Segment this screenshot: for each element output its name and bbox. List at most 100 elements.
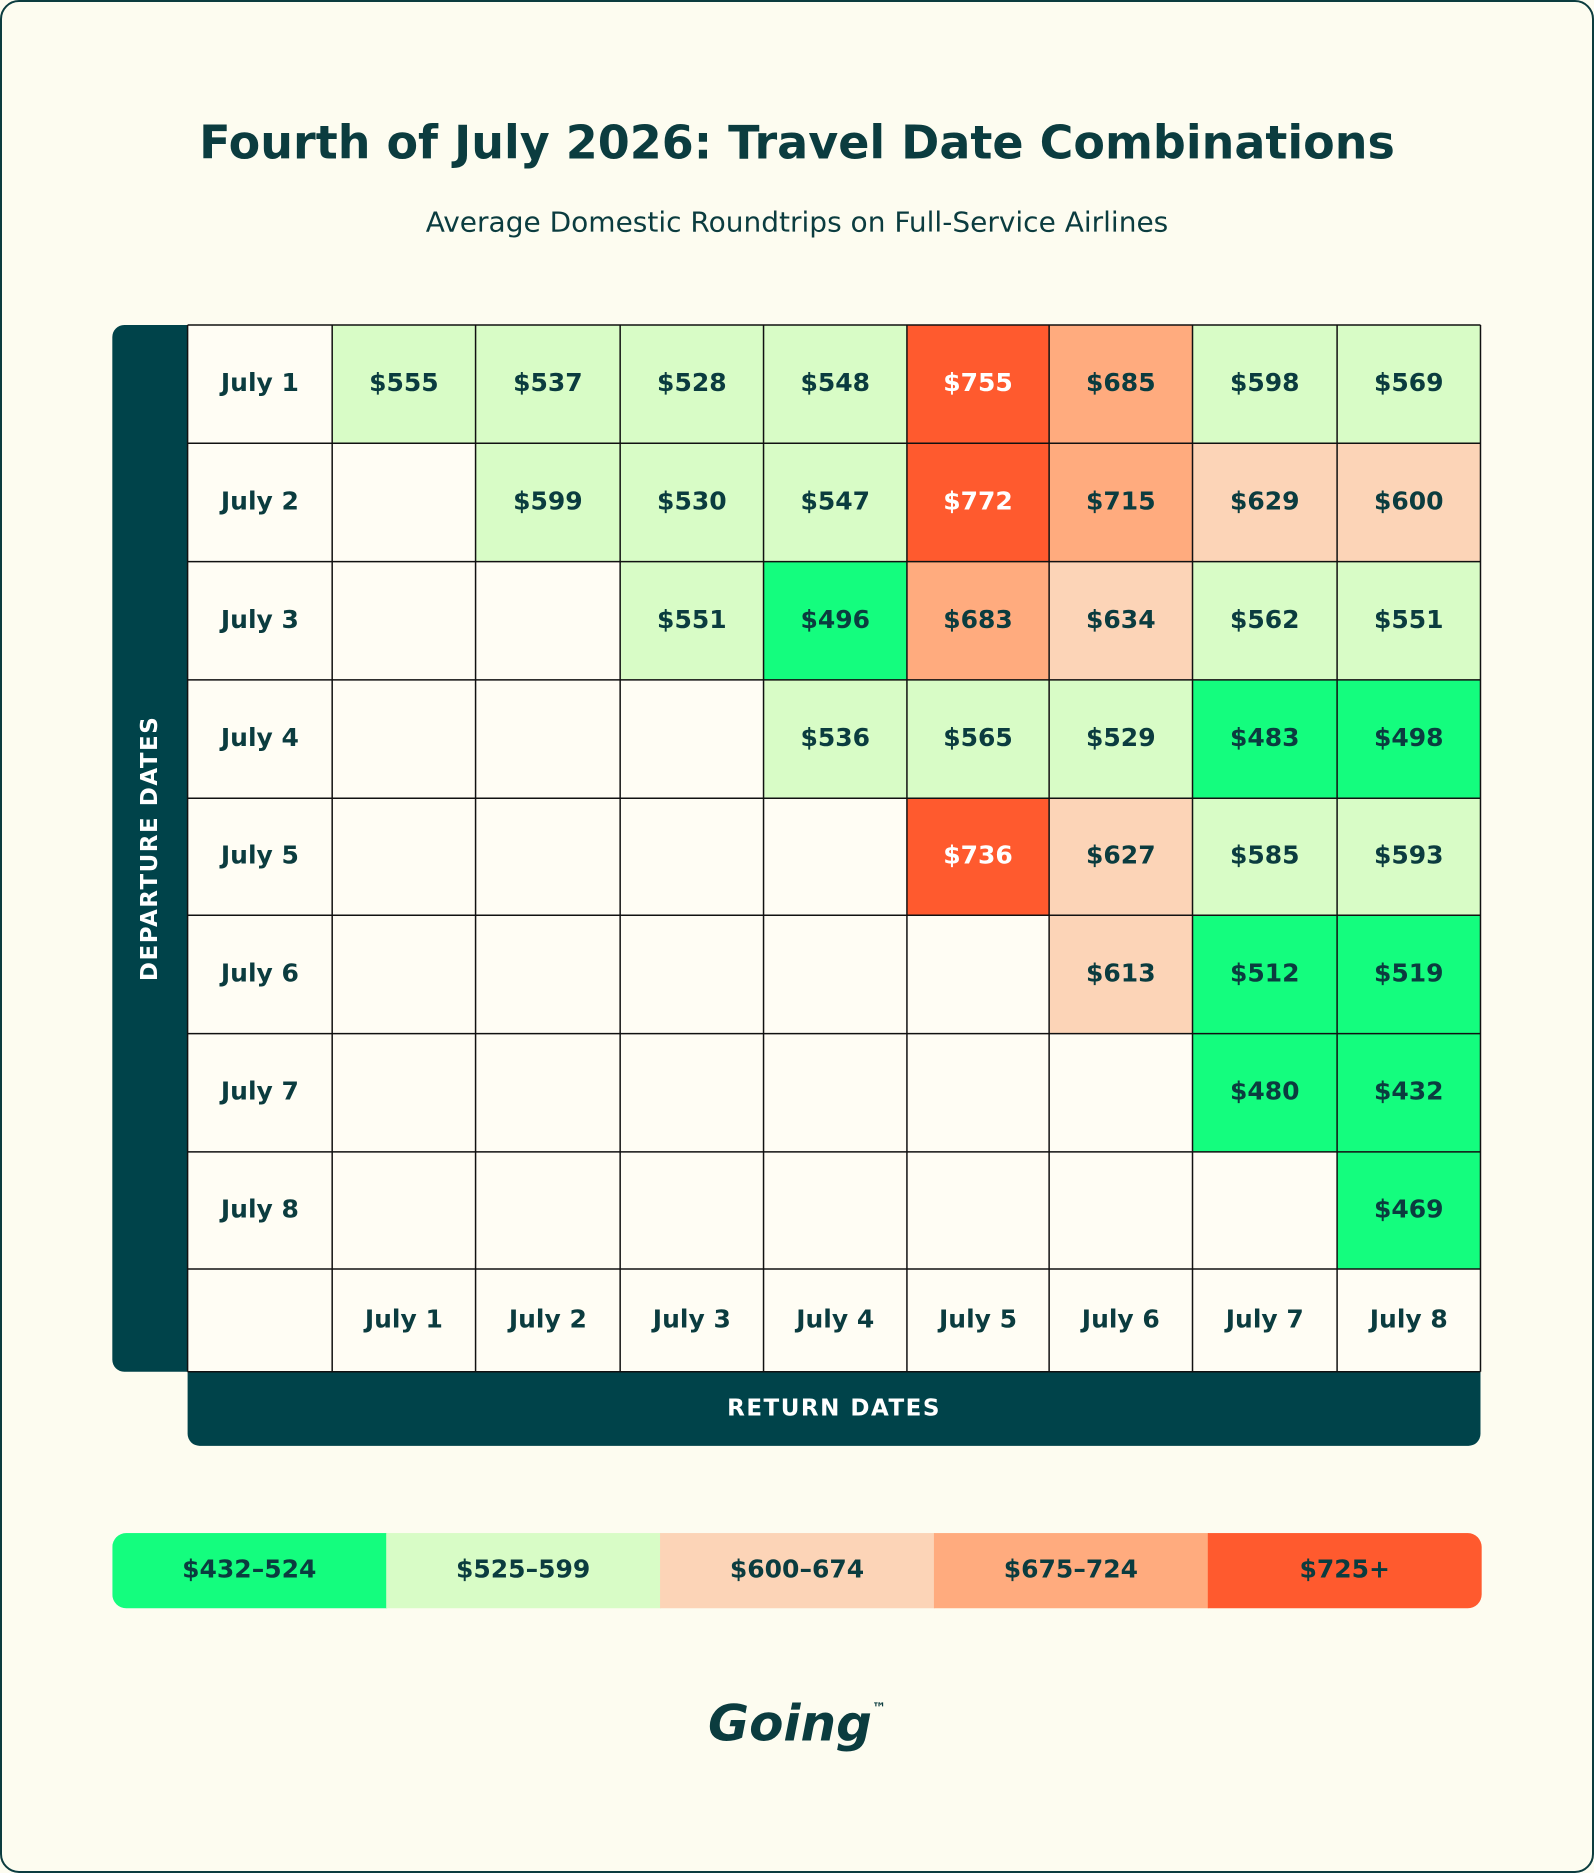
- cell-label: $585: [1230, 841, 1300, 870]
- heat-cell: [1049, 679, 1193, 799]
- heat-cell: [1049, 561, 1193, 680]
- cell-label: $530: [657, 486, 727, 515]
- cell-label: $755: [943, 368, 1013, 397]
- heat-cell: [906, 443, 1050, 562]
- x-axis-title: RETURN DATES: [727, 1395, 941, 1421]
- heat-cell: [1337, 915, 1481, 1034]
- x-tick-label: July 7: [1224, 1304, 1304, 1333]
- cell-label: $569: [1374, 368, 1444, 397]
- heat-cell: [1192, 915, 1338, 1034]
- heat-cell: [475, 325, 621, 444]
- heat-cell: [1337, 798, 1481, 916]
- y-tick-label: July 6: [219, 958, 299, 987]
- heat-cell: [763, 443, 907, 562]
- legend-swatch: [660, 1533, 935, 1609]
- cell-label: $600: [1374, 486, 1444, 515]
- x-tick-label: July 4: [794, 1304, 874, 1333]
- heat-cell: [620, 443, 764, 562]
- x-tick-label: July 3: [651, 1304, 731, 1333]
- legend-swatch: [933, 1533, 1209, 1609]
- heat-cell: [475, 443, 621, 562]
- heat-cell: [1192, 325, 1338, 444]
- cell-label: $496: [800, 605, 870, 634]
- legend-label: $675–724: [1004, 1555, 1138, 1584]
- y-tick-label: July 4: [219, 723, 299, 752]
- heat-cell: [906, 798, 1050, 916]
- y-tick-label: July 1: [219, 368, 299, 397]
- cell-label: $599: [513, 486, 583, 515]
- heat-cell: [1337, 1151, 1481, 1269]
- cell-label: $634: [1086, 605, 1156, 634]
- heat-cell: [1049, 798, 1193, 916]
- x-tick-label: July 5: [937, 1304, 1017, 1333]
- x-tick-label: July 6: [1080, 1304, 1160, 1333]
- cell-label: $537: [513, 368, 583, 397]
- cell-label: $512: [1230, 958, 1300, 987]
- cell-label: $593: [1374, 841, 1444, 870]
- legend-label: $432–524: [182, 1555, 316, 1584]
- heat-cell: [1049, 915, 1193, 1034]
- brand-name: Going: [708, 1694, 872, 1752]
- cell-label: $627: [1086, 841, 1156, 870]
- heat-cell: [1337, 325, 1481, 444]
- cell-label: $536: [800, 723, 870, 752]
- cell-label: $736: [943, 841, 1013, 870]
- heat-cell: [906, 325, 1050, 444]
- cell-label: $498: [1374, 723, 1444, 752]
- y-tick-label: July 2: [219, 486, 299, 515]
- brand-logo: Going™: [708, 1694, 886, 1752]
- chart-subtitle: Average Domestic Roundtrips on Full-Serv…: [426, 205, 1169, 238]
- heat-cell: [1049, 325, 1193, 444]
- heat-cell: [620, 325, 764, 444]
- cell-label: $551: [657, 605, 727, 634]
- x-axis-bar: [187, 1350, 1481, 1446]
- heat-cell: [1337, 561, 1481, 680]
- cell-label: $562: [1230, 605, 1300, 634]
- heat-cell: [1192, 561, 1338, 680]
- cell-label: $480: [1230, 1077, 1300, 1106]
- y-tick-label: July 7: [219, 1077, 299, 1106]
- cell-label: $432: [1374, 1077, 1444, 1106]
- y-tick-label: July 5: [219, 841, 299, 870]
- heat-cell: [1192, 798, 1338, 916]
- heat-cell: [1337, 1033, 1481, 1152]
- x-tick-label: July 1: [363, 1304, 443, 1333]
- cell-label: $598: [1230, 368, 1300, 397]
- heat-cell: [763, 561, 907, 680]
- legend: $432–524 $525–599 $600–674 $675–724 $725+: [112, 1533, 1482, 1609]
- cell-label: $629: [1230, 486, 1300, 515]
- cell-label: $519: [1374, 958, 1444, 987]
- cell-label: $613: [1086, 958, 1156, 987]
- cell-label: $528: [657, 368, 727, 397]
- heat-cell: [332, 325, 476, 444]
- cell-label: $715: [1086, 486, 1156, 515]
- cell-label: $469: [1374, 1194, 1444, 1223]
- heat-cell: [620, 561, 764, 680]
- legend-swatch: [386, 1533, 662, 1609]
- legend-label: $600–674: [730, 1555, 864, 1584]
- heat-cell: [763, 679, 907, 799]
- x-tick-label: July 8: [1368, 1304, 1448, 1333]
- heat-cell: [1192, 679, 1338, 799]
- legend-label: $725+: [1299, 1555, 1390, 1584]
- heat-cell: [1337, 443, 1481, 562]
- heat-cell: [1192, 443, 1338, 562]
- y-axis-title: DEPARTURE DATES: [137, 716, 163, 981]
- cell-label: $547: [800, 486, 870, 515]
- heat-cell: [1192, 1033, 1338, 1152]
- brand-mark: ™: [872, 1701, 886, 1717]
- heat-cell: [906, 561, 1050, 680]
- cell-label: $565: [943, 723, 1013, 752]
- legend-swatch: [112, 1533, 388, 1609]
- y-tick-label: July 8: [219, 1194, 299, 1223]
- y-axis-bar: [112, 325, 208, 1372]
- cell-label: $529: [1086, 723, 1156, 752]
- heat-cell: [1049, 443, 1193, 562]
- legend-swatch: [1207, 1533, 1482, 1609]
- heat-cell: [1337, 679, 1481, 799]
- heat-cell: [906, 679, 1050, 799]
- chart-title: Fourth of July 2026: Travel Date Combina…: [199, 115, 1395, 169]
- cell-label: $551: [1374, 605, 1444, 634]
